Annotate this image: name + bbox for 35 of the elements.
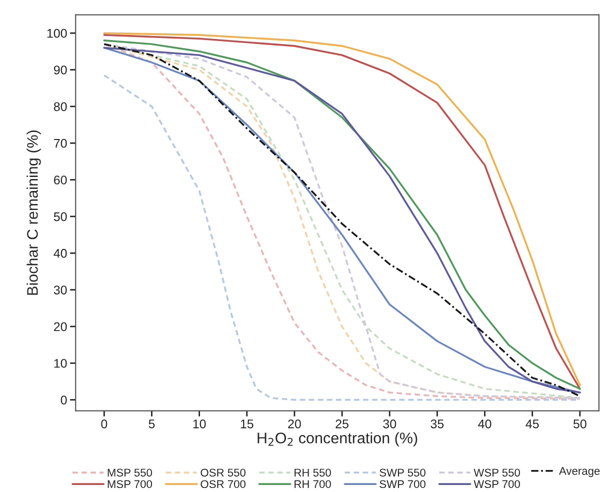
- y-tick-label: 40: [54, 248, 67, 258]
- x-tick-label: 35: [430, 419, 444, 428]
- legend-label: RH 550: [294, 468, 331, 477]
- y-tick-label: 100: [47, 28, 67, 38]
- y-tick-label: 80: [54, 102, 67, 112]
- x-tick-label: 20: [288, 419, 301, 428]
- y-tick-label: 10: [54, 358, 67, 368]
- legend-label: WSP 550: [474, 468, 520, 477]
- legend-label: OSR 700: [200, 480, 246, 488]
- x-tick-label: 45: [526, 420, 539, 428]
- y-tick-label: 90: [54, 66, 67, 74]
- legend-label: WSP 700: [474, 480, 520, 488]
- y-tick-label: 60: [54, 176, 67, 184]
- x-tick-label: 15: [240, 420, 254, 428]
- y-tick-label: 0: [60, 396, 67, 404]
- legend-label: SWP 550: [380, 468, 426, 477]
- x-tick-label: 0: [101, 419, 108, 428]
- x-axis-title: H$_{2}$O$_{2}$ concentration (%): [258, 432, 418, 446]
- legend-label: RH 700: [294, 480, 331, 488]
- x-tick-label: 50: [573, 419, 586, 428]
- legend-label: MSP 550: [108, 468, 152, 477]
- legend-label: SWP 700: [380, 480, 426, 488]
- y-tick-label: 30: [54, 286, 67, 294]
- y-axis-title: Biochar C remaining (%): [26, 130, 41, 295]
- x-tick-label: 5: [148, 420, 155, 428]
- x-tick-label: 10: [193, 419, 206, 428]
- y-tick-label: 20: [54, 322, 67, 332]
- legend-label: OSR 550: [200, 468, 246, 477]
- y-tick-label: 70: [54, 138, 67, 148]
- y-tick-label: 50: [54, 212, 67, 222]
- x-tick-label: 30: [383, 419, 396, 428]
- legend-label: Average: [558, 467, 600, 478]
- x-tick-label: 25: [336, 419, 348, 428]
- legend-label: MSP 700: [108, 480, 152, 488]
- x-tick-label: 40: [478, 419, 492, 428]
